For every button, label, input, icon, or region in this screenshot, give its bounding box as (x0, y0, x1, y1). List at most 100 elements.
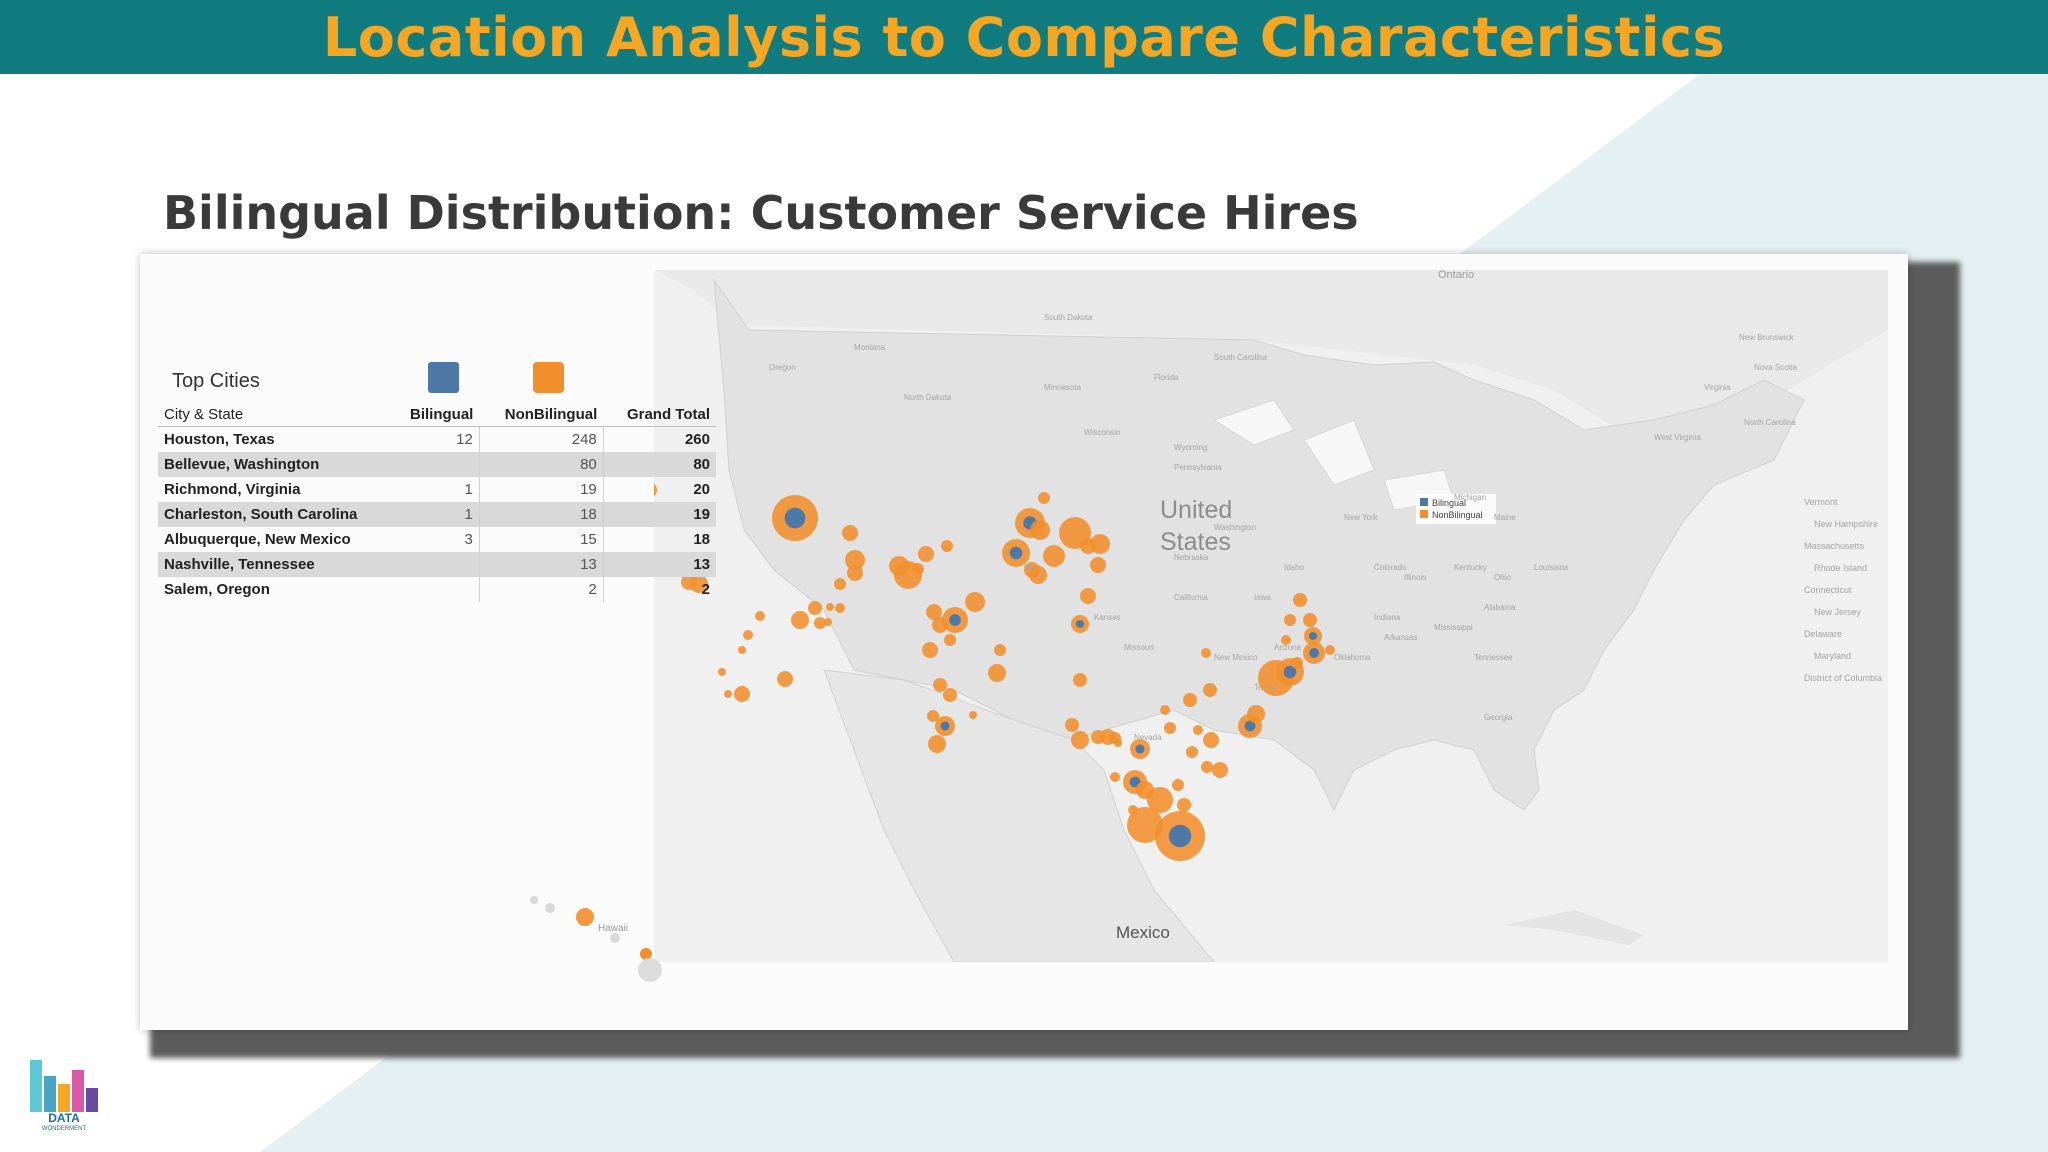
nonbilingual-bubble[interactable] (1212, 762, 1228, 778)
logo-subtext: WONDERMENT (42, 1126, 87, 1132)
nonbilingual-bubble[interactable] (918, 546, 934, 562)
nonbilingual-bubble[interactable] (1177, 798, 1191, 812)
bilingual-bubble[interactable] (1075, 619, 1085, 629)
bilingual-bubble[interactable] (1244, 720, 1256, 732)
nonbilingual-bubble[interactable] (965, 592, 985, 612)
nonbilingual-bubble[interactable] (845, 550, 865, 570)
nonbilingual-bubble[interactable] (969, 711, 977, 719)
nonbilingual-bubble[interactable] (1080, 588, 1096, 604)
nonbilingual-bubble[interactable] (988, 664, 1006, 682)
nonbilingual-bubble[interactable] (994, 644, 1006, 656)
nonbilingual-bubble[interactable] (791, 611, 809, 629)
state-label: Alabama (1484, 603, 1516, 612)
nonbilingual-bubble[interactable] (1201, 648, 1211, 658)
nonbilingual-bubble[interactable] (1325, 645, 1335, 655)
nonbilingual-bubble[interactable] (1284, 614, 1296, 626)
legend-nonbilingual-swatch (1420, 510, 1428, 518)
nonbilingual-bubble[interactable] (1128, 805, 1138, 815)
state-label: Iowa (1254, 593, 1271, 602)
nonbilingual-bubble[interactable] (842, 525, 858, 541)
nonbilingual-bubble[interactable] (928, 735, 946, 753)
cell-bilingual: 12 (390, 426, 480, 452)
nonbilingual-bubble[interactable] (943, 688, 957, 702)
state-label: Oklahoma (1334, 653, 1371, 662)
nonbilingual-bubble[interactable] (941, 540, 953, 552)
hawaii-bubble-2 (640, 948, 652, 960)
nonbilingual-bubble[interactable] (834, 578, 846, 590)
nonbilingual-bubble[interactable] (1147, 787, 1173, 813)
nonbilingual-bubble[interactable] (654, 481, 657, 499)
nonbilingual-bubble[interactable] (724, 690, 732, 698)
nonbilingual-bubble[interactable] (1114, 739, 1122, 747)
nonbilingual-bubble[interactable] (824, 618, 832, 626)
table-header-row: Top Cities (158, 362, 716, 402)
bilingual-bubble[interactable] (1308, 631, 1318, 641)
east-state-label: Maryland (1814, 651, 1851, 661)
page-title: Location Analysis to Compare Characteris… (322, 5, 1726, 69)
nonbilingual-bubble[interactable] (1203, 732, 1219, 748)
nonbilingual-bubble[interactable] (777, 671, 793, 687)
canada-landmass (654, 270, 1888, 440)
nonbilingual-bubble[interactable] (826, 603, 834, 611)
nonbilingual-bubble[interactable] (1160, 705, 1170, 715)
nonbilingual-bubble[interactable] (1186, 746, 1198, 758)
bilingual-bubble[interactable] (1009, 546, 1023, 560)
nonbilingual-bubble[interactable] (1065, 718, 1079, 732)
bilingual-bubble[interactable] (1168, 824, 1192, 848)
nonbilingual-bubble[interactable] (1110, 772, 1120, 782)
nonbilingual-bubble[interactable] (1073, 673, 1087, 687)
nonbilingual-bubble[interactable] (1029, 566, 1047, 584)
cell-city: Houston, Texas (164, 431, 275, 448)
state-label: Virginia (1704, 383, 1731, 392)
nonbilingual-bubble[interactable] (690, 575, 708, 593)
nonbilingual-bubble[interactable] (933, 678, 947, 692)
nonbilingual-bubble[interactable] (1030, 520, 1050, 540)
us-map[interactable]: United States Mexico Ontario Bilingual N… (654, 270, 1888, 962)
nonbilingual-bubble[interactable] (734, 686, 750, 702)
state-label: New York (1344, 513, 1379, 522)
nonbilingual-bubble[interactable] (743, 630, 753, 640)
nonbilingual-bubble[interactable] (1193, 725, 1203, 735)
nonbilingual-bubble[interactable] (944, 634, 956, 646)
nonbilingual-bubble[interactable] (808, 601, 822, 615)
bilingual-bubble[interactable] (1309, 648, 1319, 658)
nonbilingual-bubble[interactable] (835, 603, 845, 613)
nonbilingual-bubble[interactable] (1164, 722, 1176, 734)
state-label: Mississippi (1434, 623, 1473, 632)
state-label: Missouri (1124, 643, 1154, 652)
nonbilingual-bubble[interactable] (1281, 635, 1291, 645)
nonbilingual-bubble[interactable] (718, 668, 726, 676)
nonbilingual-bubble[interactable] (1038, 492, 1050, 504)
nonbilingual-bubble[interactable] (738, 646, 746, 654)
bilingual-bubble[interactable] (949, 614, 961, 626)
nonbilingual-bubble[interactable] (1090, 534, 1110, 554)
state-label: Florida (1154, 373, 1179, 382)
nonbilingual-bubble[interactable] (1172, 779, 1184, 791)
cell-grand-total: 80 (603, 452, 716, 477)
nonbilingual-bubble[interactable] (1291, 657, 1303, 669)
nonbilingual-bubble[interactable] (922, 642, 938, 658)
bilingual-bubble[interactable] (1129, 776, 1141, 788)
nonbilingual-bubble[interactable] (1293, 593, 1307, 607)
nonbilingual-bubble[interactable] (927, 710, 939, 722)
nonbilingual-bubble[interactable] (1090, 557, 1106, 573)
bilingual-bubble[interactable] (1283, 665, 1297, 679)
nonbilingual-bubble[interactable] (755, 611, 765, 621)
nonbilingual-bubble[interactable] (814, 617, 826, 629)
nonbilingual-bubble[interactable] (1183, 693, 1197, 707)
nonbilingual-bubble[interactable] (926, 604, 942, 620)
nonbilingual-bubble[interactable] (1201, 761, 1213, 773)
nonbilingual-bubble[interactable] (1071, 731, 1089, 749)
nonbilingual-bubble[interactable] (1203, 683, 1217, 697)
nonbilingual-bubble[interactable] (894, 561, 922, 589)
nonbilingual-bubble[interactable] (1043, 545, 1065, 567)
nonbilingual-bubble[interactable] (1247, 705, 1265, 723)
nonbilingual-bubble[interactable] (1127, 807, 1163, 843)
bilingual-bubble[interactable] (1135, 744, 1145, 754)
nonbilingual-bubble[interactable] (847, 565, 863, 581)
bilingual-bubble[interactable] (784, 507, 806, 529)
nonbilingual-bubble[interactable] (932, 617, 948, 633)
table-row: Bellevue, Washington 80 80 (158, 452, 716, 477)
bilingual-bubble[interactable] (940, 721, 950, 731)
nonbilingual-bubble[interactable] (1303, 613, 1317, 627)
